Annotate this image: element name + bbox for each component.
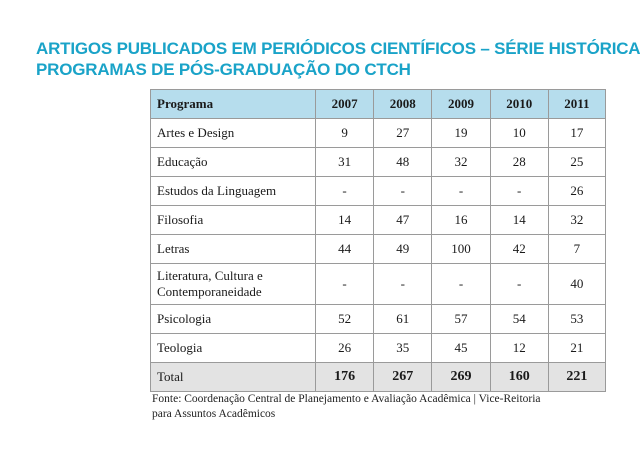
cell-value: 9	[314, 118, 375, 148]
total-value: 221	[547, 362, 607, 392]
cell-value: 40	[547, 263, 607, 305]
total-value: 269	[431, 362, 491, 392]
program-name: Artes e Design	[150, 118, 316, 148]
cell-value: 25	[547, 147, 607, 177]
cell-value: 53	[547, 304, 607, 334]
title-line-2: PROGRAMAS DE PÓS-GRADUAÇÃO DO CTCH	[36, 60, 411, 79]
header-year: 2011	[547, 89, 607, 119]
table-row: Teologia 26 35 45 12 21	[150, 333, 607, 363]
cell-value: 10	[489, 118, 549, 148]
cell-value: -	[373, 176, 433, 206]
cell-value: -	[314, 263, 375, 305]
total-row: Total 176 267 269 160 221	[150, 362, 607, 392]
table-row: Filosofia 14 47 16 14 32	[150, 205, 607, 235]
cell-value: 26	[314, 333, 375, 363]
header-year: 2010	[489, 89, 549, 119]
cell-value: 26	[547, 176, 607, 206]
total-value: 176	[314, 362, 375, 392]
table-row: Psicologia 52 61 57 54 53	[150, 304, 607, 334]
cell-value: -	[314, 176, 375, 206]
cell-value: -	[431, 263, 491, 305]
cell-value: 21	[547, 333, 607, 363]
cell-value: 19	[431, 118, 491, 148]
cell-value: -	[431, 176, 491, 206]
cell-value: 47	[373, 205, 433, 235]
cell-value: 44	[314, 234, 375, 264]
cell-value: 54	[489, 304, 549, 334]
total-value: 267	[373, 362, 433, 392]
cell-value: 16	[431, 205, 491, 235]
program-name-line-1: Literatura, Cultura e	[157, 268, 263, 283]
cell-value: 32	[431, 147, 491, 177]
cell-value: 27	[373, 118, 433, 148]
cell-value: 7	[547, 234, 607, 264]
cell-value: 42	[489, 234, 549, 264]
header-program: Programa	[150, 89, 316, 119]
program-name: Literatura, Cultura e Contemporaneidade	[150, 263, 316, 305]
cell-value: -	[489, 176, 549, 206]
cell-value: 49	[373, 234, 433, 264]
program-name: Filosofia	[150, 205, 316, 235]
cell-value: 48	[373, 147, 433, 177]
cell-value: 12	[489, 333, 549, 363]
cell-value: 32	[547, 205, 607, 235]
cell-value: -	[489, 263, 549, 305]
program-name: Educação	[150, 147, 316, 177]
header-year: 2009	[431, 89, 491, 119]
table-row: Estudos da Linguagem - - - - 26	[150, 176, 607, 206]
program-name-line-2: Contemporaneidade	[157, 284, 262, 299]
cell-value: 57	[431, 304, 491, 334]
table-row: Educação 31 48 32 28 25	[150, 147, 607, 177]
cell-value: 45	[431, 333, 491, 363]
cell-value: 17	[547, 118, 607, 148]
program-name: Letras	[150, 234, 316, 264]
source-line-2: para Assuntos Acadêmicos	[152, 408, 276, 420]
cell-value: 35	[373, 333, 433, 363]
title-line-1: ARTIGOS PUBLICADOS EM PERIÓDICOS CIENTÍF…	[36, 39, 640, 58]
cell-value: 14	[489, 205, 549, 235]
source-line-1: Fonte: Coordenação Central de Planejamen…	[152, 393, 541, 405]
publications-table: Programa 2007 2008 2009 2010 2011 Artes …	[150, 89, 607, 392]
header-year: 2008	[373, 89, 433, 119]
program-name: Estudos da Linguagem	[150, 176, 316, 206]
cell-value: 52	[314, 304, 375, 334]
table-row: Letras 44 49 100 42 7	[150, 234, 607, 264]
cell-value: 100	[431, 234, 491, 264]
table-header-row: Programa 2007 2008 2009 2010 2011	[150, 89, 607, 119]
total-value: 160	[489, 362, 549, 392]
source-note: Fonte: Coordenação Central de Planejamen…	[152, 392, 622, 422]
page-title: ARTIGOS PUBLICADOS EM PERIÓDICOS CIENTÍF…	[36, 38, 640, 80]
header-year: 2007	[314, 89, 375, 119]
cell-value: 28	[489, 147, 549, 177]
total-label: Total	[150, 362, 316, 392]
cell-value: 14	[314, 205, 375, 235]
cell-value: 61	[373, 304, 433, 334]
cell-value: -	[373, 263, 433, 305]
program-name: Teologia	[150, 333, 316, 363]
program-name: Psicologia	[150, 304, 316, 334]
table-row: Literatura, Cultura e Contemporaneidade …	[150, 263, 607, 305]
cell-value: 31	[314, 147, 375, 177]
table-row: Artes e Design 9 27 19 10 17	[150, 118, 607, 148]
